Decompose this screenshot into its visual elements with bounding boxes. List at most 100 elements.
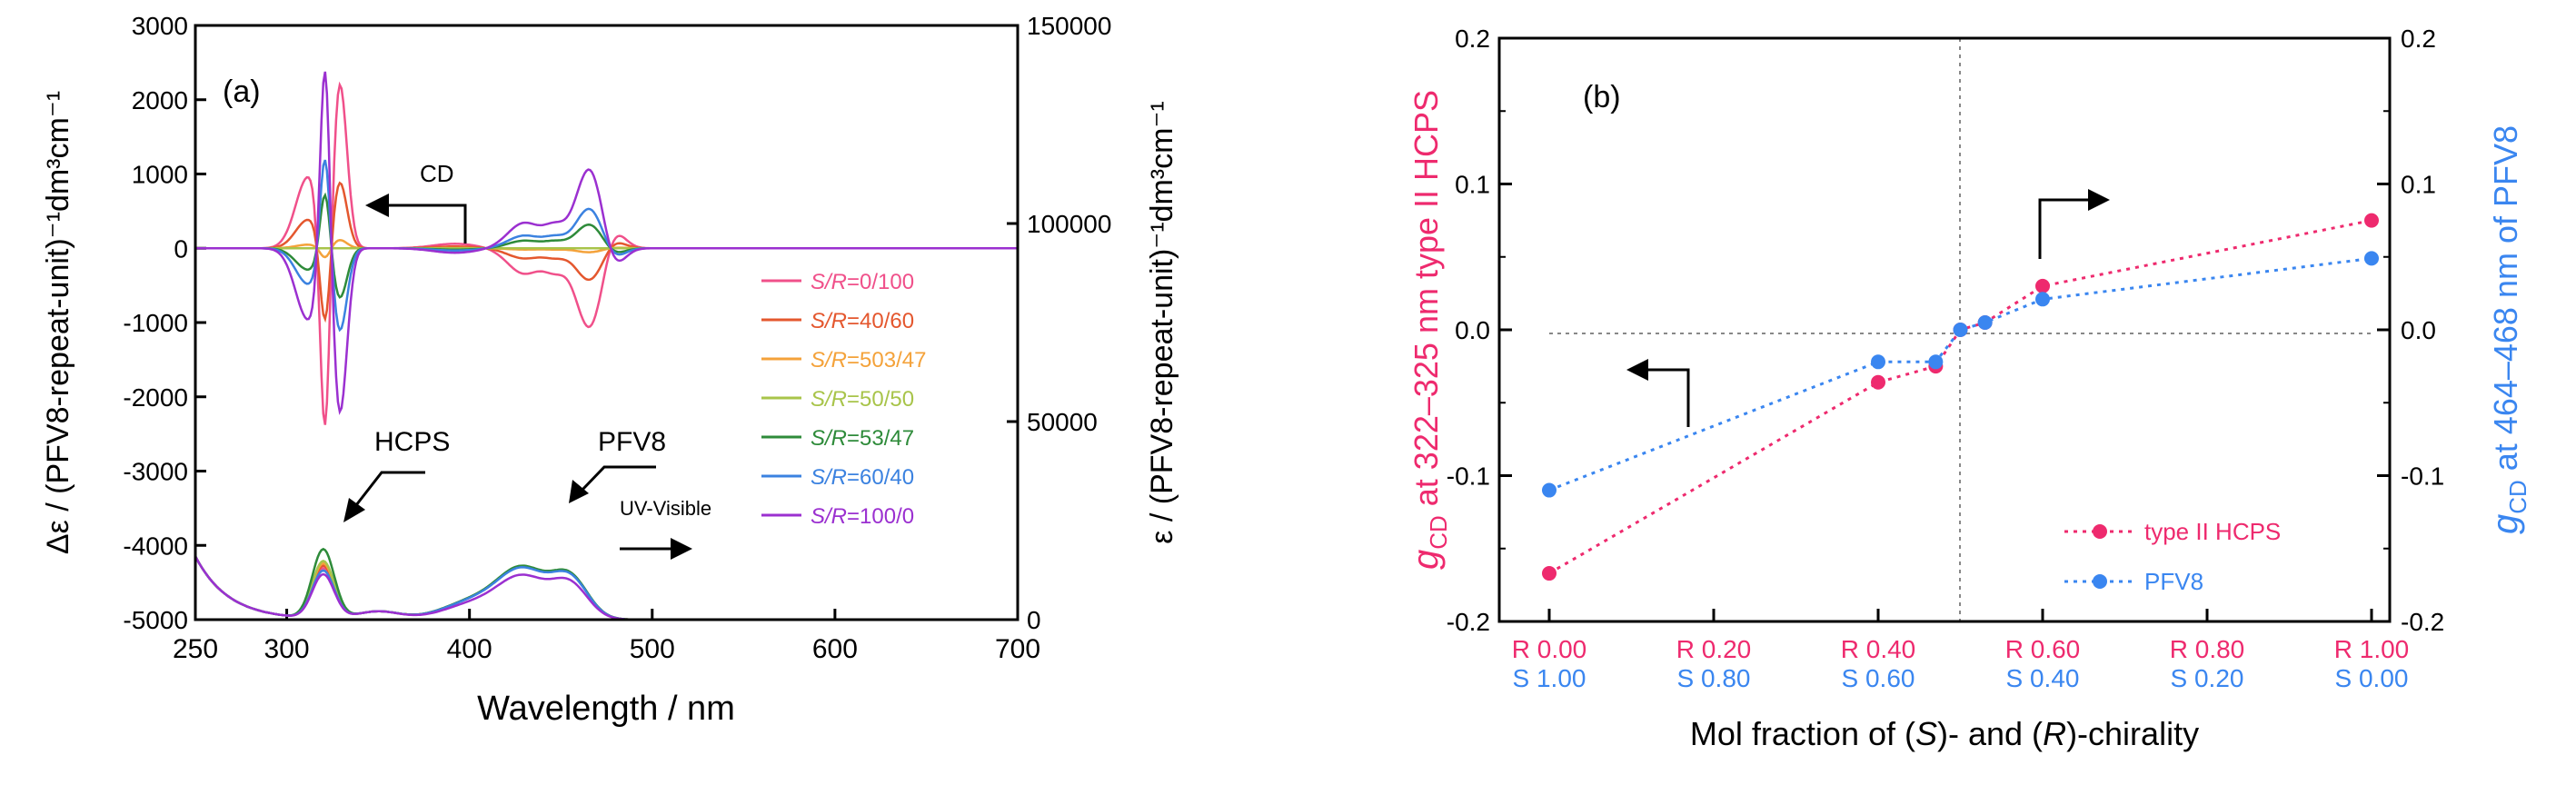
arrow-right-axis-head-icon <box>2088 189 2110 211</box>
a-ytick-left-label: -4000 <box>123 532 188 560</box>
panel-b-series <box>1542 213 2379 581</box>
legend-label: S/R=40/60 <box>811 309 914 333</box>
panel-b-legend: type II HCPS PFV8 <box>2064 518 2281 595</box>
uv-series-line <box>195 547 1018 620</box>
b-legend-label: PFV8 <box>2144 568 2203 595</box>
arrow-hcps-icon <box>354 471 425 506</box>
panel-b-label: (b) <box>1583 80 1621 114</box>
b-data-point <box>1542 482 1557 498</box>
b-ytick-left-label: 0.1 <box>1455 171 1490 199</box>
b-legend-marker <box>2093 524 2107 539</box>
a-ytick-left-label: 2000 <box>132 86 188 114</box>
a-ytick-right-label: 50000 <box>1027 408 1098 436</box>
arrow-pfv8-icon <box>580 465 656 492</box>
b-ytick-left-label: -0.2 <box>1447 608 1490 636</box>
b-xtick-label-r: R 1.00 <box>2334 635 2410 663</box>
a-xtick-label: 400 <box>447 634 492 664</box>
b-ytick-right-label: -0.2 <box>2401 608 2444 636</box>
b-data-point <box>2364 251 2379 266</box>
legend-label: S/R=50/50 <box>811 387 914 412</box>
arrow-left-axis-head-icon <box>1626 359 1648 381</box>
panel-a-ylabel-right: ε / (PFV8-repeat-unit)⁻¹dm³cm⁻¹ <box>1145 101 1179 543</box>
a-ytick-right-label: 100000 <box>1027 210 1111 238</box>
b-data-point <box>1977 314 1993 330</box>
a-xtick-label: 600 <box>812 634 858 664</box>
b-xtick-label-s: S 0.60 <box>1842 664 1915 692</box>
arrow-left-axis-icon <box>1646 368 1690 427</box>
legend-label: S/R=53/47 <box>811 426 914 451</box>
panel-b-ylabel-right: gCD at 464–468 nm of PFV8 <box>2485 125 2531 534</box>
panel-a-xlabel: Wavelength / nm <box>477 690 735 728</box>
annotation-pfv8: PFV8 <box>598 427 666 457</box>
uv-series-line <box>195 555 1018 620</box>
a-xtick-label: 300 <box>264 634 310 664</box>
arrow-cd-head-icon <box>365 194 389 217</box>
b-xtick-label-s: S 0.80 <box>1677 664 1751 692</box>
panel-a-curves <box>195 71 1018 620</box>
a-ytick-left-label: 0 <box>174 234 188 263</box>
b-legend-label: type II HCPS <box>2144 518 2281 545</box>
b-ytick-right-label: -0.1 <box>2401 462 2444 491</box>
a-ytick-left-label: 3000 <box>132 12 188 40</box>
b-xtick-label-r: R 0.60 <box>2005 635 2081 663</box>
panel-b-chart: 0.2 0.2 0.1 0.1 0.0 0.0 -0.1 -0.1 -0.2 -0.2 R 0.00… <box>1406 25 2531 752</box>
b-xtick-label-r: R 0.80 <box>2170 635 2245 663</box>
b-data-point <box>1871 354 1885 370</box>
panel-b-xlabel: Mol fraction of (S)- and (R)-chirality <box>1690 715 2199 752</box>
arrow-hcps-head-icon <box>343 498 365 522</box>
arrow-right-axis-icon <box>2038 198 2090 259</box>
annotation-hcps: HCPS <box>374 427 450 457</box>
arrow-pfv8-head-icon <box>569 480 589 503</box>
b-xtick-label-s: S 0.20 <box>2171 664 2244 692</box>
a-ytick-left-label: -3000 <box>123 458 188 486</box>
panel-a-ticks: 250 300 400 500 600 700 3000 2000 1000 0 -1000 -200… <box>123 12 1111 664</box>
legend-label: S/R=503/47 <box>811 348 926 373</box>
a-ytick-left-label: -1000 <box>123 309 188 337</box>
panel-a-chart: 250 300 400 500 600 700 3000 2000 1000 0 -1000 -200… <box>41 12 1179 728</box>
panel-a-legend: S/R=0/100 S/R=40/60 S/R=503/47 S/R=50/50 S/R… <box>761 270 926 529</box>
panel-a-frame <box>194 24 1019 621</box>
uv-series-line <box>195 555 1018 620</box>
panel-b-ylabel-left: gCD at 322–325 nm type II HCPS <box>1406 90 1452 570</box>
panel-b-ticks: 0.2 0.2 0.1 0.1 0.0 0.0 -0.1 -0.1 -0.2 -0.2 R 0.00… <box>1447 25 2445 692</box>
b-ytick-left-label: 0.0 <box>1455 316 1490 344</box>
b-data-point <box>1871 374 1885 390</box>
legend-label: S/R=60/40 <box>811 465 914 490</box>
a-ytick-right-label: 0 <box>1027 606 1041 634</box>
b-xtick-label-s: S 1.00 <box>1513 664 1586 692</box>
a-ytick-left-label: -5000 <box>123 606 188 634</box>
b-ytick-left-label: -0.1 <box>1447 462 1490 491</box>
b-xtick-label-r: R 0.40 <box>1841 635 1916 663</box>
b-ytick-right-label: 0.1 <box>2401 171 2436 199</box>
b-xtick-label-s: S 0.00 <box>2335 664 2409 692</box>
annotation-cd: CD <box>420 160 454 187</box>
a-ytick-left-label: 1000 <box>132 161 188 189</box>
panel-a-label: (a) <box>223 75 261 109</box>
annotation-uv: UV-Visible <box>620 497 711 520</box>
b-xtick-label-r: R 0.20 <box>1676 635 1752 663</box>
b-data-point <box>2364 213 2379 228</box>
arrow-cd-icon <box>386 204 467 243</box>
a-xtick-label: 500 <box>630 634 675 664</box>
panel-b-frame <box>1497 36 2392 623</box>
a-ytick-right-label: 150000 <box>1027 12 1111 40</box>
b-xtick-label-s: S 0.40 <box>2006 664 2080 692</box>
b-data-point <box>1928 354 1944 370</box>
b-legend-marker <box>2093 574 2107 589</box>
b-ytick-right-label: 0.2 <box>2401 25 2436 53</box>
a-xtick-label: 250 <box>173 634 218 664</box>
legend-label: S/R=100/0 <box>811 504 914 529</box>
panel-a-ylabel-left: Δε / (PFV8-repeat-unit)⁻¹dm³cm⁻¹ <box>41 91 75 554</box>
a-xtick-label: 700 <box>995 634 1040 664</box>
b-data-point <box>2035 292 2050 307</box>
arrow-uv-head-icon <box>671 538 692 560</box>
cd-series-line <box>195 71 1018 415</box>
b-data-point <box>2035 278 2050 293</box>
b-data-point <box>1953 323 1968 337</box>
b-xtick-label-r: R 0.00 <box>1512 635 1587 663</box>
legend-label: S/R=0/100 <box>811 270 914 294</box>
b-ytick-left-label: 0.2 <box>1455 25 1490 53</box>
b-ytick-right-label: 0.0 <box>2401 316 2436 344</box>
b-data-point <box>1542 566 1557 581</box>
